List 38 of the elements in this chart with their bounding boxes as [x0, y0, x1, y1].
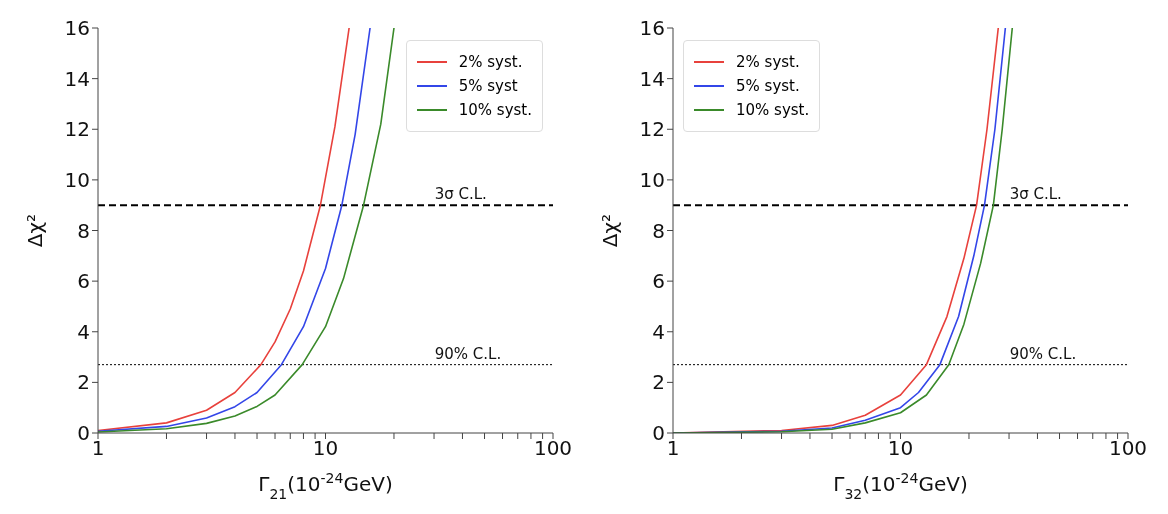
ref-line-label: 3σ C.L. — [434, 185, 487, 204]
y-tick-label: 0 — [77, 421, 90, 446]
y-axis-title: Δχ² — [23, 213, 47, 248]
y-tick-label: 8 — [652, 218, 665, 243]
x-tick-label: 10 — [312, 436, 339, 461]
y-tick-label: 16 — [639, 16, 665, 41]
y-tick-label: 4 — [652, 319, 665, 344]
ref-line-label: 90% C.L. — [1009, 344, 1077, 363]
y-tick-label: 6 — [652, 269, 665, 294]
legend-label: 2% syst. — [458, 53, 523, 71]
legend-label: 5% syst. — [736, 77, 800, 95]
x-tick-label: 1 — [666, 436, 680, 461]
ref-line-label: 90% C.L. — [434, 344, 502, 363]
legend-label: 10% syst. — [458, 101, 532, 119]
x-axis-title: Γ$_{21}$(10$^{-24}$GeV) — [258, 470, 393, 502]
legend-label: 2% syst. — [736, 53, 800, 71]
y-tick-label: 10 — [64, 167, 90, 192]
legend-label: 5% syst — [458, 77, 518, 95]
y-tick-label: 12 — [639, 117, 665, 142]
y-tick-label: 2 — [652, 370, 665, 395]
y-tick-label: 14 — [639, 66, 665, 91]
x-axis-title: Γ$_{32}$(10$^{-24}$GeV) — [833, 470, 968, 502]
x-tick-label: 100 — [1108, 436, 1148, 461]
x-tick-label: 100 — [533, 436, 573, 461]
y-tick-label: 4 — [77, 319, 90, 344]
y-tick-label: 8 — [77, 218, 90, 243]
x-tick-label: 10 — [887, 436, 914, 461]
y-tick-label: 2 — [77, 370, 90, 395]
y-axis-title: Δχ² — [598, 213, 622, 248]
legend-label: 10% syst. — [736, 101, 810, 119]
x-tick-label: 1 — [91, 436, 105, 461]
y-tick-label: 16 — [64, 16, 90, 41]
y-tick-label: 12 — [64, 117, 90, 142]
y-tick-label: 0 — [652, 421, 665, 446]
y-tick-label: 6 — [77, 269, 90, 294]
y-tick-label: 14 — [64, 66, 90, 91]
ref-line-label: 3σ C.L. — [1009, 185, 1062, 204]
y-tick-label: 10 — [639, 167, 665, 192]
